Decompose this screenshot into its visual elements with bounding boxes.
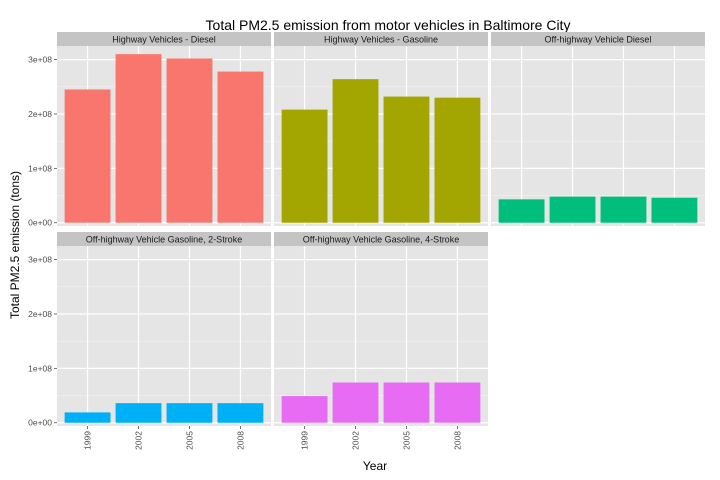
bar-2008	[217, 71, 264, 223]
bar-1999	[281, 109, 328, 223]
facet-panel: Highway Vehicles - Diesel	[57, 32, 271, 226]
bar-2002	[115, 54, 162, 223]
bar-2005	[383, 382, 430, 423]
bar-2008	[434, 97, 481, 223]
x-tick-label: 1999	[300, 431, 310, 450]
x-tick-label: 2008	[235, 431, 245, 450]
bar-1999	[64, 89, 111, 223]
y-tick-label: 1e+08	[28, 363, 52, 373]
chart-title: Total PM2.5 emission from motor vehicles…	[206, 17, 571, 33]
facet-strip-label: Off-highway Vehicle Diesel	[545, 35, 652, 45]
facet-panel: Highway Vehicles - Gasoline	[274, 32, 488, 226]
y-axis-label: Total PM2.5 emission (tons)	[8, 171, 22, 319]
bar-2005	[600, 196, 647, 223]
bar-2002	[332, 79, 379, 223]
facet-strip	[274, 32, 488, 46]
bar-2002	[332, 382, 379, 423]
facet-strip	[274, 232, 488, 246]
facet-strip-label: Highway Vehicles - Diesel	[112, 35, 216, 45]
y-tick-label: 3e+08	[28, 255, 52, 265]
facet-strip-label: Off-highway Vehicle Gasoline, 4-Stroke	[303, 235, 459, 245]
x-tick-label: 2008	[452, 431, 462, 450]
facet-panel: Off-highway Vehicle Gasoline, 4-Stroke	[274, 232, 488, 426]
plot-panel	[491, 46, 705, 226]
x-tick-label: 2002	[351, 431, 361, 450]
bar-2008	[434, 382, 481, 423]
x-axis-label: Year	[363, 459, 387, 473]
facet-strip	[57, 232, 271, 246]
bar-2002	[115, 403, 162, 423]
x-tick-label: 2005	[401, 431, 411, 450]
bar-2005	[166, 58, 213, 223]
facet-panel: Off-highway Vehicle Gasoline, 2-Stroke	[57, 232, 271, 426]
bar-2002	[549, 196, 596, 223]
bar-1999	[498, 199, 545, 223]
bar-2008	[651, 197, 698, 223]
bar-2005	[166, 403, 213, 423]
y-tick-label: 2e+08	[28, 309, 52, 319]
plot-panel	[57, 246, 271, 426]
facet-strip-label: Highway Vehicles - Gasoline	[324, 35, 438, 45]
facet-strip	[491, 32, 705, 46]
y-tick-label: 0e+00	[28, 418, 52, 428]
bar-1999	[64, 412, 111, 423]
x-tick-label: 1999	[83, 431, 93, 450]
bar-2005	[383, 96, 430, 223]
y-tick-label: 2e+08	[28, 109, 52, 119]
facet-panels: Highway Vehicles - Diesel Highway Vehicle…	[28, 32, 705, 450]
y-tick-label: 0e+00	[28, 218, 52, 228]
y-tick-label: 1e+08	[28, 163, 52, 173]
x-tick-label: 2002	[134, 431, 144, 450]
facet-panel: Off-highway Vehicle Diesel	[491, 32, 705, 226]
facet-strip-label: Off-highway Vehicle Gasoline, 2-Stroke	[86, 235, 242, 245]
bar-1999	[281, 396, 328, 423]
y-tick-label: 3e+08	[28, 55, 52, 65]
x-tick-label: 2005	[184, 431, 194, 450]
facet-strip	[57, 32, 271, 46]
bar-2008	[217, 403, 264, 423]
